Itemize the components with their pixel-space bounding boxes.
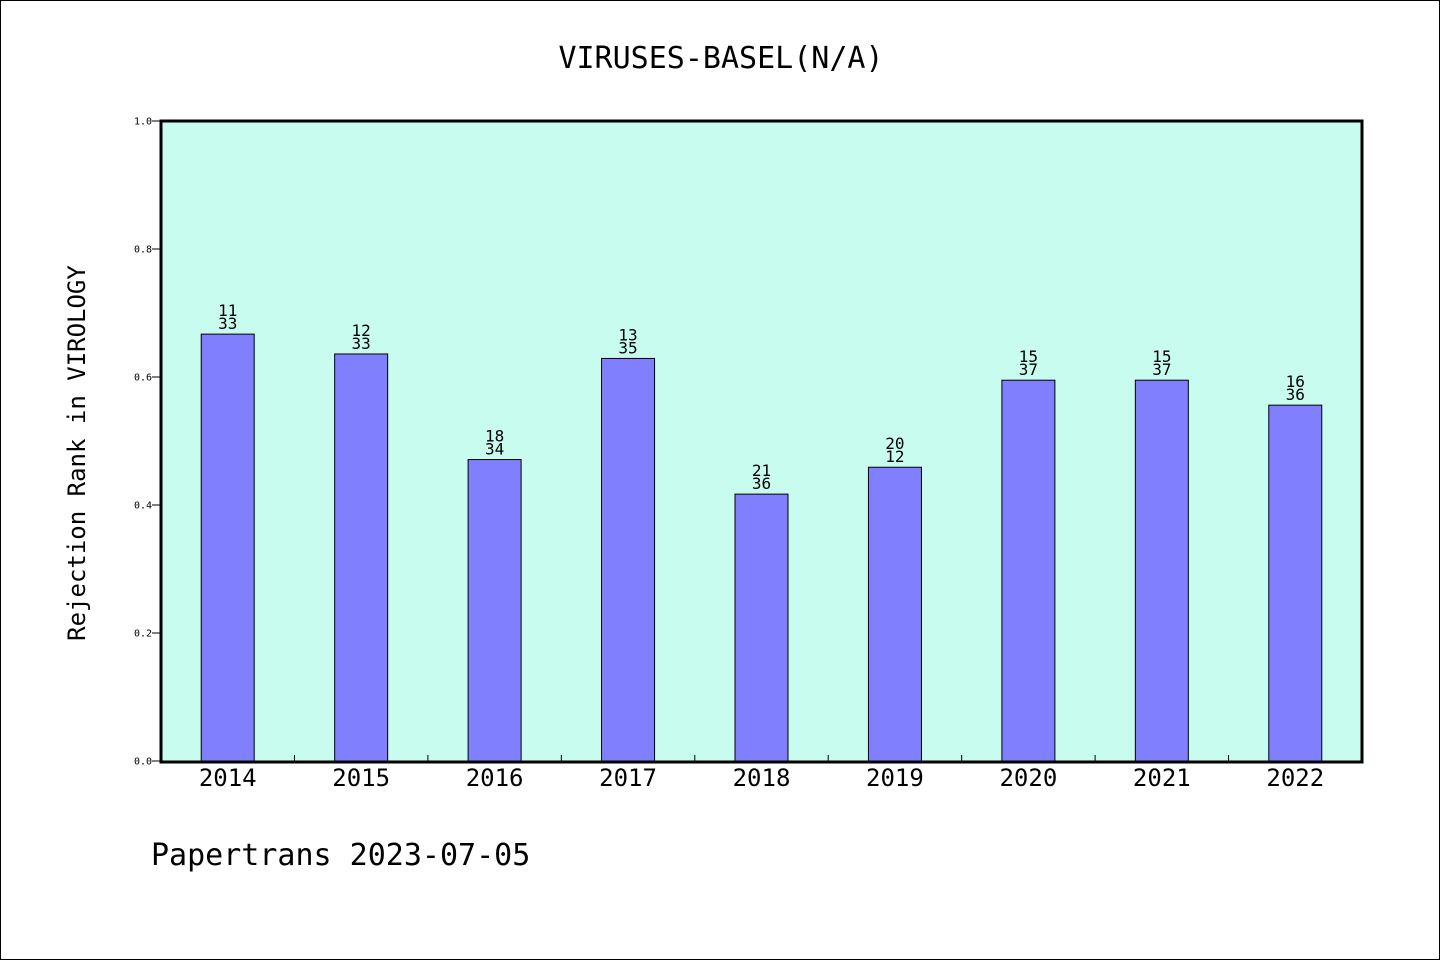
x-tick-label: 2022: [1266, 764, 1324, 792]
x-tick-label: 2015: [332, 764, 390, 792]
chart-title: VIRUSES-BASEL(N/A): [558, 41, 883, 76]
bar: [867, 466, 922, 762]
x-tick-label: 2017: [599, 764, 657, 792]
data-label-bottom: 35: [618, 338, 637, 357]
x-tick-label: 2014: [199, 764, 257, 792]
bar: [1001, 379, 1056, 762]
data-label-top: 13: [618, 325, 637, 344]
y-tick-label: 1.0: [134, 117, 152, 128]
bar: [601, 357, 656, 762]
data-label-bottom: 33: [352, 334, 371, 353]
bar: [200, 333, 255, 762]
y-axis-label: Rejection Rank in VIROLOGY: [63, 265, 91, 641]
data-label-top: 21: [752, 461, 771, 480]
data-label-top: 15: [1152, 347, 1171, 366]
data-label-bottom: 37: [1152, 360, 1171, 379]
data-label-top: 16: [1286, 372, 1305, 391]
data-label-top: 18: [485, 427, 504, 446]
data-label-bottom: 36: [1286, 385, 1305, 404]
x-tick-label: 2021: [1133, 764, 1191, 792]
y-tick-label: 0.6: [134, 373, 152, 384]
x-ticks: 2014 2015 2016 2017 2018 2019 2020 2021 2022: [199, 755, 1324, 792]
y-tick-label: 0.8: [134, 245, 152, 256]
data-label-bottom: 37: [1019, 360, 1038, 379]
data-label-bottom: 12: [885, 447, 904, 466]
data-label-top: 11: [218, 301, 237, 320]
y-ticks: 0.0 0.2 0.4 0.6 0.8 1.0: [134, 117, 161, 768]
x-tick-label: 2020: [999, 764, 1057, 792]
x-tick-label: 2019: [866, 764, 924, 792]
bar: [334, 353, 389, 762]
bar: [1268, 404, 1323, 762]
y-tick-label: 0.2: [134, 629, 152, 640]
y-tick-label: 0.4: [134, 501, 152, 512]
footer-text: Papertrans 2023-07-05: [151, 838, 530, 873]
bar: [1134, 379, 1189, 762]
data-label-bottom: 34: [485, 440, 504, 459]
data-label-bottom: 36: [752, 474, 771, 493]
data-label-bottom: 33: [218, 314, 237, 333]
bar: [467, 459, 522, 762]
data-label-top: 15: [1019, 347, 1038, 366]
x-tick-label: 2018: [733, 764, 791, 792]
data-label-top: 12: [352, 321, 371, 340]
data-label-top: 20: [885, 434, 904, 453]
bar: [734, 493, 789, 762]
x-tick-label: 2016: [466, 764, 524, 792]
y-tick-label: 0.0: [134, 757, 152, 768]
